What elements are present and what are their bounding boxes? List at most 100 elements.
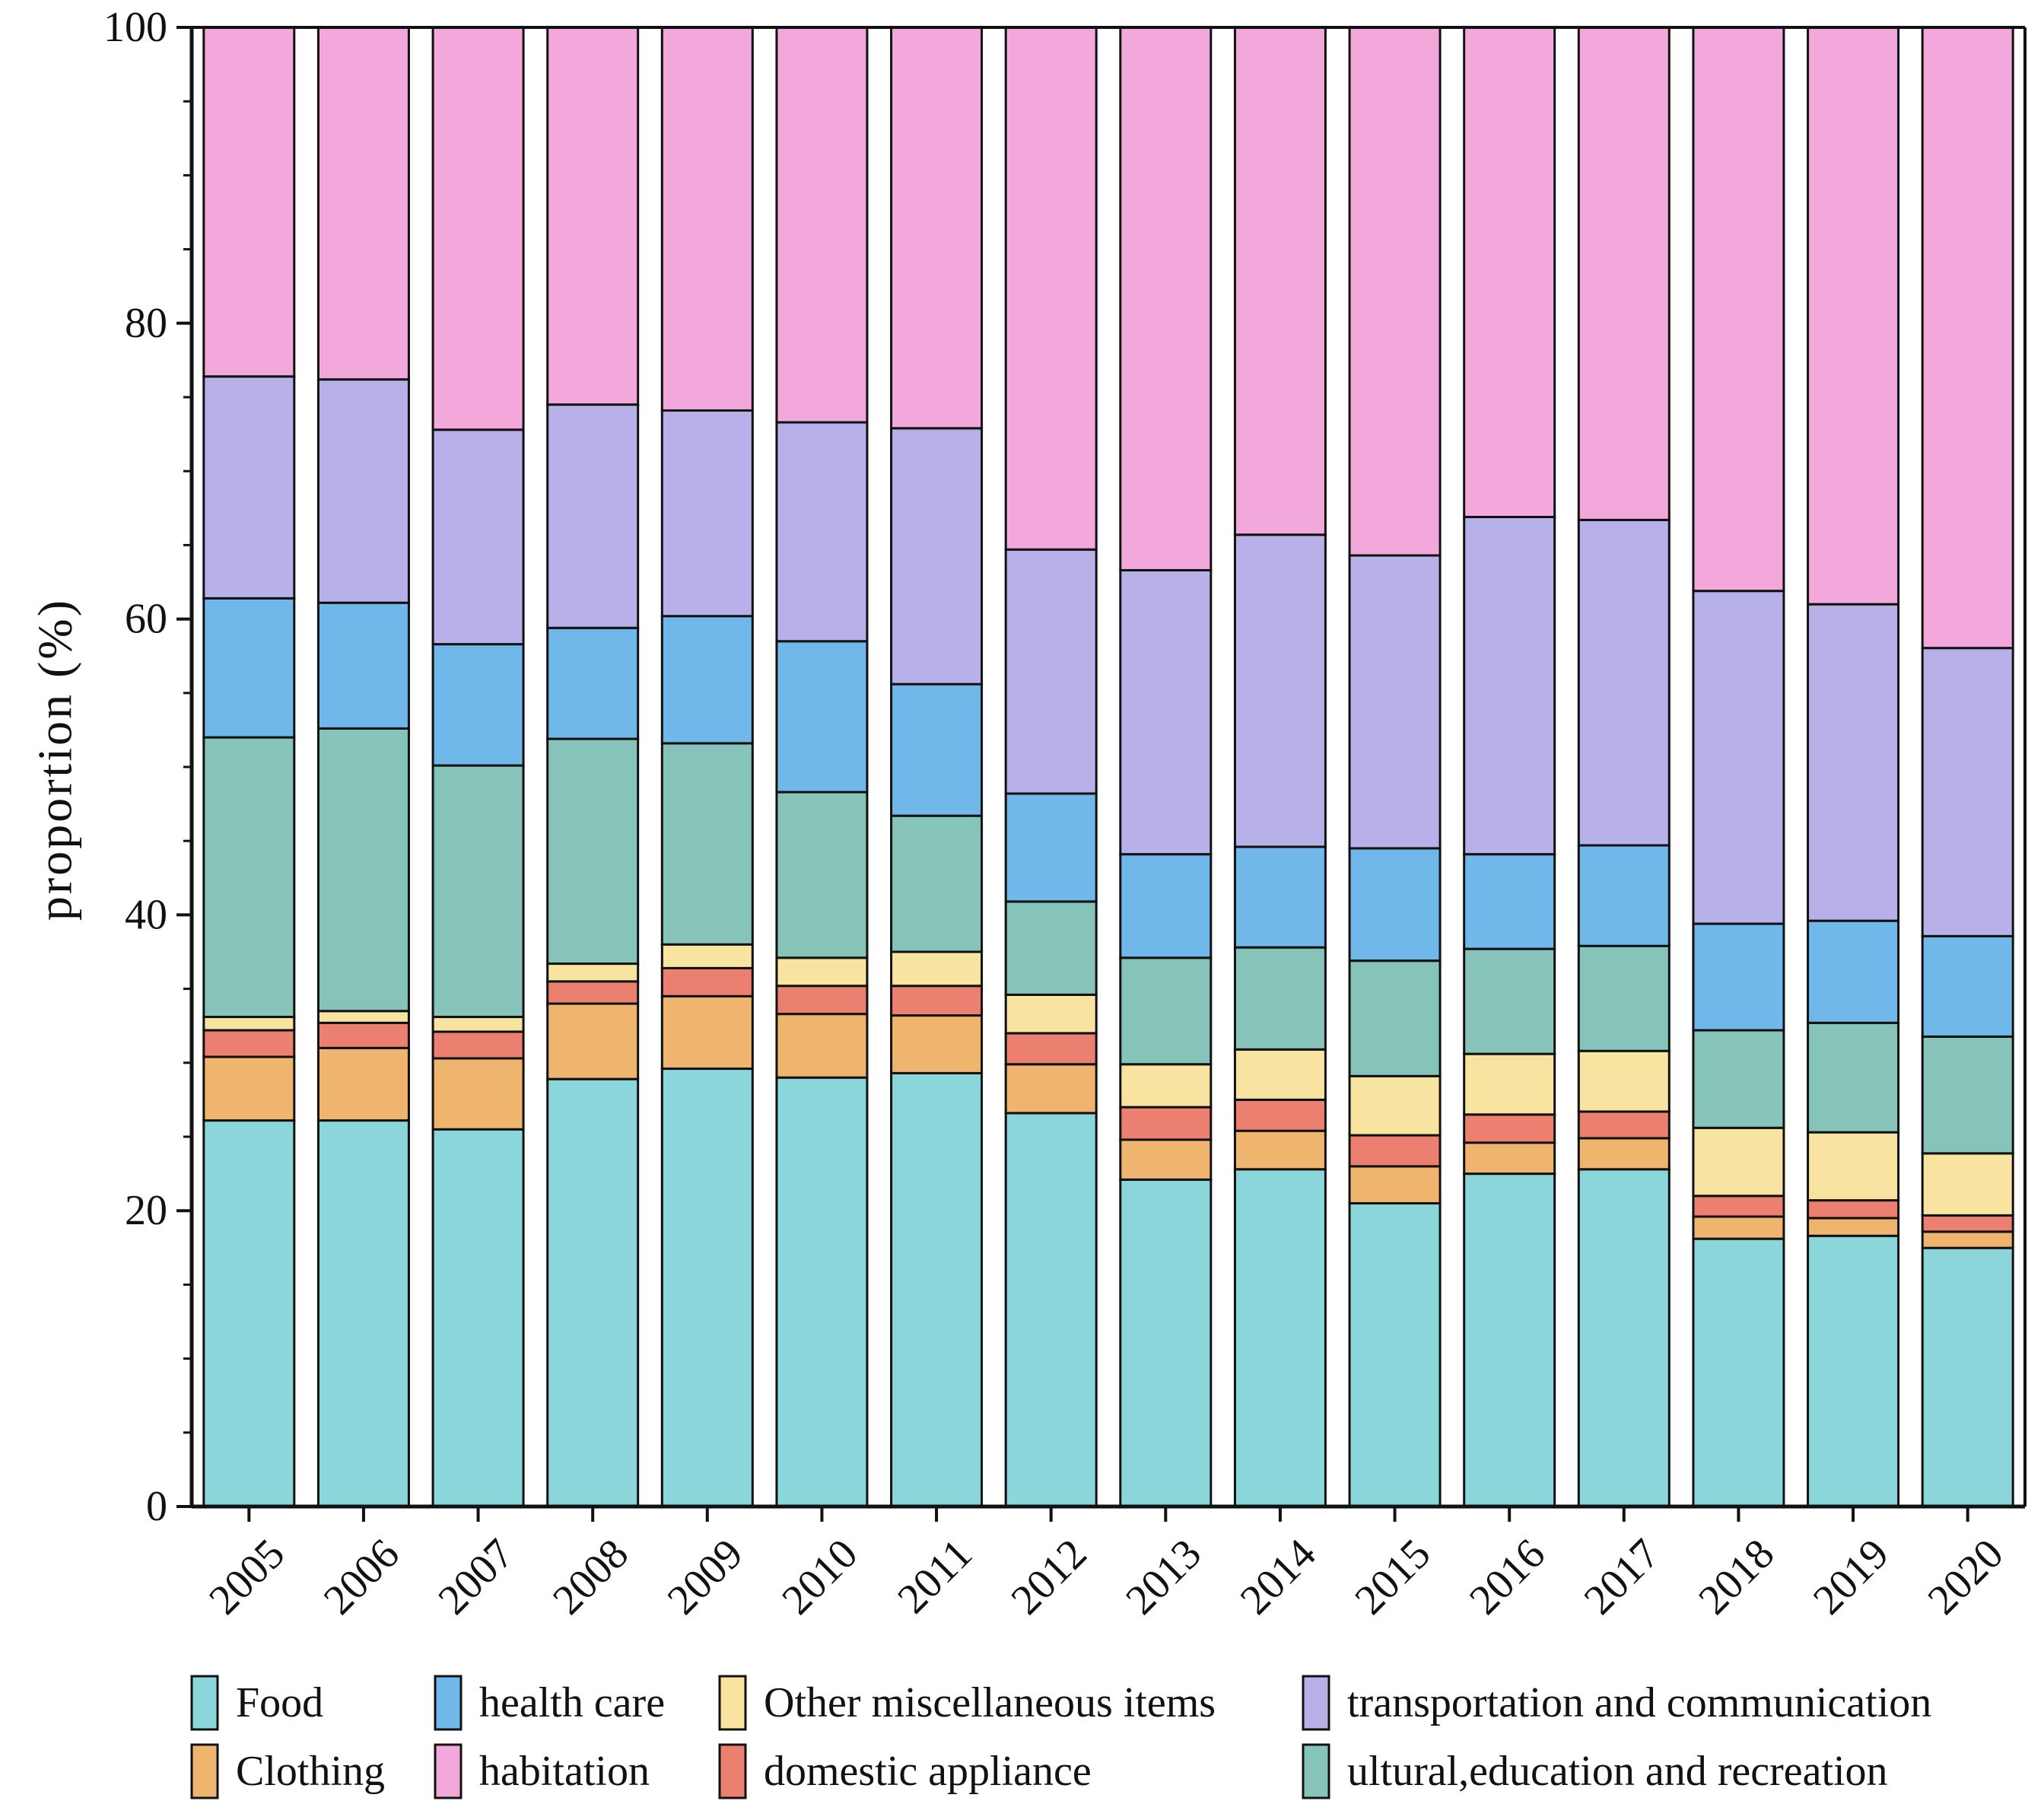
legend-item-habitation: habitation <box>434 1743 650 1799</box>
bar-segment-2018-clothing <box>1692 1215 1785 1240</box>
x-tick-label-2015: 2015 <box>1346 1530 1439 1624</box>
bar-segment-2019-food <box>1807 1234 1900 1508</box>
legend-item-ultural-education-and-recreation: ultural,education and recreation <box>1302 1743 1888 1799</box>
bar-segment-2014-other-miscellaneous-items <box>1233 1048 1327 1101</box>
bar-segment-2005-transportation-and-communication <box>202 375 296 600</box>
bar-segment-2006-domestic-appliance <box>316 1021 410 1049</box>
bar-segment-2011-transportation-and-communication <box>890 427 984 686</box>
bar-segment-2005-other-miscellaneous-items <box>202 1016 296 1032</box>
bar-segment-2012-habitation <box>1004 26 1098 551</box>
bar-segment-2007-habitation <box>431 26 525 431</box>
bar-segment-2010-other-miscellaneous-items <box>775 956 869 988</box>
bar-segment-2016-food <box>1463 1172 1556 1508</box>
bar-segment-2016-domestic-appliance <box>1463 1113 1556 1144</box>
bar-segment-2012-other-miscellaneous-items <box>1004 993 1098 1035</box>
bar-segment-2013-other-miscellaneous-items <box>1119 1063 1213 1109</box>
x-tick-label-2013: 2013 <box>1117 1530 1210 1624</box>
legend-swatch-health-care <box>434 1675 463 1731</box>
legend-swatch-transportation-and-communication <box>1302 1675 1330 1731</box>
bar-segment-2007-other-miscellaneous-items <box>431 1016 525 1033</box>
bar-segment-2012-health-care <box>1004 792 1098 903</box>
x-tick-label-2012: 2012 <box>1003 1530 1096 1624</box>
bar-segment-2015-ultural-education-and-recreation <box>1348 959 1442 1077</box>
bar-segment-2016-habitation <box>1463 26 1556 518</box>
bar-segment-2010-domestic-appliance <box>775 985 869 1016</box>
y-tick-label-100: 100 <box>103 4 167 51</box>
bar-segment-2020-domestic-appliance <box>1921 1214 2014 1233</box>
bar-segment-2007-ultural-education-and-recreation <box>431 764 525 1019</box>
bar-segment-2008-food <box>546 1077 640 1508</box>
bar-segment-2006-habitation <box>316 26 410 381</box>
bar-segment-2008-other-miscellaneous-items <box>546 963 640 983</box>
bar-segment-2015-other-miscellaneous-items <box>1348 1074 1442 1137</box>
bar-segment-2018-other-miscellaneous-items <box>1692 1126 1785 1198</box>
bar-segment-2017-other-miscellaneous-items <box>1577 1049 1670 1113</box>
bar-segment-2016-other-miscellaneous-items <box>1463 1052 1556 1116</box>
bar-segment-2014-food <box>1233 1168 1327 1508</box>
bar-segment-2018-habitation <box>1692 26 1785 593</box>
y-axis-title: proportion (%) <box>28 598 82 921</box>
x-tick-label-2017: 2017 <box>1575 1530 1669 1624</box>
bar-segment-2010-transportation-and-communication <box>775 421 869 643</box>
x-tick-label-2007: 2007 <box>429 1530 523 1624</box>
bar-segment-2007-clothing <box>431 1057 525 1131</box>
bar-segment-2014-ultural-education-and-recreation <box>1233 946 1327 1051</box>
bar-segment-2019-habitation <box>1807 26 1900 606</box>
bar-segment-2015-food <box>1348 1201 1442 1508</box>
bar-segment-2019-transportation-and-communication <box>1807 603 1900 922</box>
legend-label-habitation: habitation <box>479 1748 650 1795</box>
bar-segment-2009-domestic-appliance <box>660 966 754 998</box>
bar-segment-2006-food <box>316 1119 410 1508</box>
legend-item-clothing: Clothing <box>190 1743 385 1799</box>
x-tick-label-2011: 2011 <box>888 1530 981 1623</box>
bar-segment-2015-health-care <box>1348 847 1442 963</box>
bar-segment-2019-domestic-appliance <box>1807 1199 1900 1220</box>
bar-segment-2011-health-care <box>890 682 984 817</box>
bar-segment-2008-transportation-and-communication <box>546 403 640 629</box>
legend-label-other-miscellaneous-items: Other miscellaneous items <box>764 1679 1216 1726</box>
bar-segment-2013-food <box>1119 1178 1213 1508</box>
bars-layer <box>202 26 2014 1508</box>
bar-group-2019 <box>1807 26 1900 1508</box>
bar-segment-2007-health-care <box>431 643 525 767</box>
legend-swatch-domestic-appliance <box>718 1743 747 1799</box>
bar-segment-2012-domestic-appliance <box>1004 1032 1098 1066</box>
bar-segment-2005-food <box>202 1119 296 1508</box>
bar-segment-2012-transportation-and-communication <box>1004 548 1098 795</box>
bar-segment-2014-clothing <box>1233 1129 1327 1171</box>
bar-segment-2009-health-care <box>660 615 754 745</box>
legend-label-health-care: health care <box>479 1679 665 1726</box>
bar-segment-2015-clothing <box>1348 1165 1442 1204</box>
bar-segment-2014-health-care <box>1233 845 1327 949</box>
bar-segment-2005-domestic-appliance <box>202 1029 296 1058</box>
bar-segment-2012-food <box>1004 1112 1098 1508</box>
legend-label-food: Food <box>236 1679 323 1726</box>
bar-segment-2017-habitation <box>1577 26 1670 521</box>
bar-segment-2008-domestic-appliance <box>546 980 640 1005</box>
legend-swatch-habitation <box>434 1743 463 1799</box>
x-tick-label-2006: 2006 <box>315 1530 408 1624</box>
bar-segment-2007-domestic-appliance <box>431 1030 525 1060</box>
bar-segment-2018-health-care <box>1692 922 1785 1032</box>
bar-segment-2017-clothing <box>1577 1137 1670 1171</box>
x-tick-label-2010: 2010 <box>773 1530 866 1624</box>
bar-group-2009 <box>660 26 754 1508</box>
bar-segment-2016-clothing <box>1463 1141 1556 1176</box>
bar-group-2005 <box>202 26 296 1508</box>
legend-item-food: Food <box>190 1675 323 1731</box>
bar-segment-2017-health-care <box>1577 844 1670 947</box>
bar-segment-2013-ultural-education-and-recreation <box>1119 956 1213 1066</box>
legend: Food health care Other miscellaneous items… <box>190 1675 1931 1799</box>
bar-group-2020 <box>1921 26 2014 1508</box>
bar-segment-2014-domestic-appliance <box>1233 1098 1327 1132</box>
bar-segment-2019-ultural-education-and-recreation <box>1807 1021 1900 1134</box>
bar-segment-2019-other-miscellaneous-items <box>1807 1131 1900 1202</box>
bar-segment-2018-transportation-and-communication <box>1692 590 1785 925</box>
bar-segment-2013-domestic-appliance <box>1119 1106 1213 1141</box>
bar-segment-2010-ultural-education-and-recreation <box>775 791 869 959</box>
y-tick-label-80: 80 <box>125 300 167 347</box>
bar-group-2016 <box>1463 26 1556 1508</box>
bar-segment-2005-clothing <box>202 1055 296 1122</box>
